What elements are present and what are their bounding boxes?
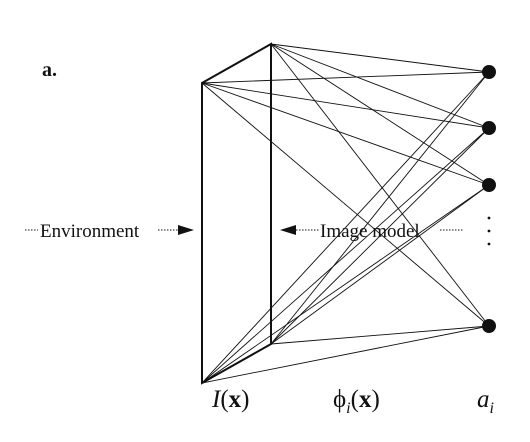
connection-line-12 bbox=[270, 325, 490, 345]
connection-line-8 bbox=[270, 43, 490, 327]
connection-line-15 bbox=[201, 184, 490, 384]
connection-lines bbox=[201, 43, 490, 384]
connection-line-14 bbox=[201, 127, 490, 384]
image-label: I(x) bbox=[211, 386, 249, 413]
output-node-1 bbox=[482, 65, 496, 79]
connection-line-13 bbox=[201, 71, 490, 384]
connection-line-3 bbox=[201, 82, 490, 186]
image-model-arrow bbox=[280, 225, 463, 235]
environment-arrow bbox=[25, 225, 194, 235]
connection-line-7 bbox=[270, 43, 490, 186]
image-model-label: Image model bbox=[320, 221, 420, 242]
environment-label: Environment bbox=[40, 221, 140, 242]
output-node-4 bbox=[482, 319, 496, 333]
basis-function-label: ϕi(x) bbox=[333, 386, 380, 417]
connection-line-9 bbox=[270, 71, 490, 345]
image-plane bbox=[201, 42, 272, 385]
connection-line-16 bbox=[201, 325, 490, 384]
output-node-2 bbox=[482, 121, 496, 135]
connection-line-2 bbox=[201, 82, 490, 129]
vertical-ellipsis bbox=[487, 216, 491, 246]
coefficient-label: ai bbox=[477, 386, 494, 417]
connection-line-1 bbox=[201, 71, 490, 84]
output-node-3 bbox=[482, 178, 496, 192]
connection-line-4 bbox=[201, 82, 490, 327]
connection-line-5 bbox=[270, 43, 490, 73]
connection-line-10 bbox=[270, 127, 490, 345]
connection-line-6 bbox=[270, 43, 490, 129]
connection-line-11 bbox=[270, 184, 490, 345]
panel-label: a. bbox=[42, 59, 57, 81]
